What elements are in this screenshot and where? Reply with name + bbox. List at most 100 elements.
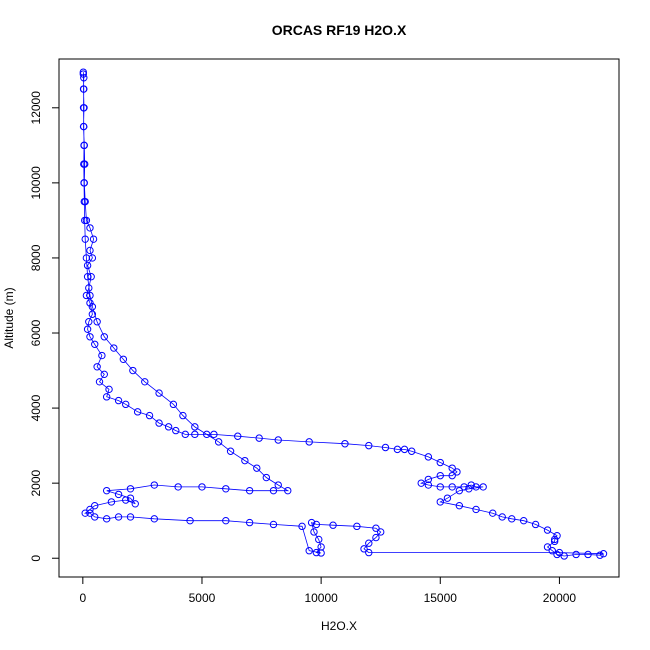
data-point [122, 496, 130, 504]
data-point [329, 521, 337, 529]
data-point [393, 445, 402, 454]
data-point [86, 509, 94, 517]
chart-title: ORCAS RF19 H2O.X [272, 22, 407, 38]
data-point [80, 179, 88, 187]
data-point [89, 235, 98, 243]
data-point [122, 400, 130, 409]
data-point [508, 515, 516, 523]
y-tick-label: 4000 [29, 394, 43, 421]
data-point [88, 310, 97, 318]
data-point [436, 498, 444, 506]
data-point [436, 471, 444, 480]
x-tick-label: 5000 [189, 591, 216, 605]
data-point [86, 291, 94, 300]
y-tick-label: 6000 [29, 319, 43, 346]
data-point [274, 481, 282, 489]
data-point [222, 485, 230, 493]
data-point [164, 423, 173, 431]
data-point [560, 552, 568, 560]
data-point [596, 551, 604, 559]
data-point [460, 483, 468, 491]
data-point [86, 505, 94, 514]
data-point [312, 520, 321, 529]
data-point [91, 340, 99, 348]
x-axis-title: H2O.X [321, 619, 357, 633]
data-point [555, 548, 564, 557]
data-point [472, 505, 480, 514]
data-point [372, 524, 380, 532]
data-point [85, 318, 93, 326]
x-tick-label: 0 [79, 591, 86, 605]
data-point [126, 513, 135, 521]
data-point [114, 513, 123, 521]
data-point [85, 284, 93, 292]
data-point [86, 299, 94, 307]
y-tick-label: 0 [29, 555, 43, 562]
data-point [81, 216, 89, 225]
data-point [129, 366, 137, 375]
data-point [83, 261, 92, 270]
data-point [100, 333, 108, 341]
data-point [119, 355, 128, 363]
data-point [86, 246, 94, 255]
data-point [93, 363, 101, 371]
data-point [174, 483, 182, 491]
data-point [341, 440, 349, 448]
data-point [80, 122, 88, 131]
data-point [553, 550, 561, 559]
data-point [191, 423, 199, 431]
data-point [584, 550, 592, 559]
plot-frame [58, 58, 620, 578]
data-point [365, 441, 373, 450]
data-point [310, 528, 318, 536]
data-point [172, 426, 180, 435]
data-point [186, 516, 194, 525]
data-point [253, 464, 261, 472]
data-point [315, 535, 323, 544]
data-point [80, 85, 88, 93]
data-point [82, 254, 91, 262]
data-point [86, 333, 94, 341]
data-point [550, 535, 559, 544]
data-point [548, 547, 556, 555]
data-point [465, 485, 473, 493]
data-point [424, 481, 433, 489]
data-point [448, 483, 456, 491]
data-point [245, 518, 254, 527]
data-point [93, 318, 101, 326]
data-point [436, 458, 444, 467]
data-point [453, 468, 461, 476]
data-point [86, 224, 94, 232]
data-point [169, 400, 178, 409]
data-point [150, 515, 159, 523]
data-point [79, 104, 88, 112]
data-point [181, 430, 189, 439]
data-point [226, 447, 235, 455]
data-point [79, 70, 88, 78]
data-point [203, 430, 211, 439]
data-point [80, 160, 88, 168]
data-point [448, 471, 456, 480]
data-point [155, 419, 163, 427]
data-point [241, 456, 249, 465]
data-point [424, 453, 433, 461]
data-point [489, 509, 497, 517]
data-point [80, 74, 88, 82]
data-point [543, 526, 552, 534]
data-point [424, 475, 433, 484]
data-point [436, 483, 444, 491]
data-point [191, 430, 199, 439]
y-axis: 0 2000 4000 6000 8000 10000 12000 [29, 91, 60, 562]
data-point [305, 438, 313, 446]
data-point [298, 522, 306, 531]
data-point [245, 486, 254, 495]
data-point [234, 432, 242, 440]
data-point [472, 483, 480, 491]
data-point [317, 549, 325, 557]
data-point [269, 520, 278, 529]
data-point [284, 486, 292, 495]
data-point [274, 436, 282, 444]
data-point [377, 528, 385, 536]
data-point [114, 490, 123, 499]
